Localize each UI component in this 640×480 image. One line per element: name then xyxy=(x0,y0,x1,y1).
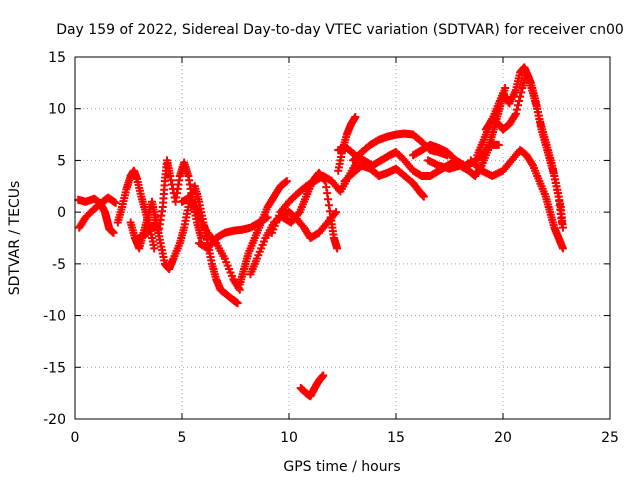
data-point-marker xyxy=(512,105,521,114)
data-point-marker xyxy=(558,244,567,253)
x-tick-label: 25 xyxy=(601,430,619,446)
series-arc-2 xyxy=(75,193,120,232)
data-point-marker xyxy=(319,371,328,380)
series-arc-17 xyxy=(409,140,503,170)
series-arc-6 xyxy=(178,192,244,294)
y-tick-label: -5 xyxy=(52,257,66,273)
data-point-marker xyxy=(333,244,342,253)
data-point-marker xyxy=(282,177,291,186)
series-arc-12 xyxy=(296,371,328,401)
data-point-marker xyxy=(320,175,329,184)
y-tick-label: 0 xyxy=(57,205,66,221)
data-point-marker xyxy=(511,109,520,118)
data-point-marker xyxy=(111,198,120,207)
y-tick-label: -10 xyxy=(43,309,66,325)
y-tick-label: -20 xyxy=(43,412,66,428)
series-arc-1 xyxy=(74,194,118,237)
y-tick-label: 10 xyxy=(48,102,66,118)
axis-ticks: 0 5 10 15 20 25 -20 -15 -10 -5 0 5 10 15 xyxy=(43,50,619,446)
series-arc-10 xyxy=(267,156,362,237)
data-point-marker xyxy=(109,228,118,237)
data-point-marker xyxy=(516,92,525,101)
data-point-marker xyxy=(233,299,242,308)
x-tick-label: 5 xyxy=(178,430,187,446)
y-axis-label: SDTVAR / TECUs xyxy=(7,181,23,296)
series-arc-9 xyxy=(246,208,341,279)
series-arc-8 xyxy=(235,177,291,289)
y-tick-label: 5 xyxy=(57,153,66,169)
data-point-marker xyxy=(494,140,503,149)
data-point-marker xyxy=(513,101,522,110)
data-point-marker xyxy=(351,112,360,121)
data-point-marker xyxy=(419,192,428,201)
series-arc-18 xyxy=(424,84,510,180)
data-points xyxy=(74,63,567,401)
x-tick-label: 10 xyxy=(280,430,298,446)
chart-title: Day 159 of 2022, Sidereal Day-to-day VTE… xyxy=(56,22,624,38)
x-axis-label: GPS time / hours xyxy=(283,459,400,475)
x-tick-label: 15 xyxy=(387,430,405,446)
data-point-marker xyxy=(150,244,159,253)
data-point-marker xyxy=(558,223,567,232)
series-arc-15 xyxy=(340,161,428,201)
y-tick-label: -15 xyxy=(43,360,66,376)
series-arc-11 xyxy=(278,168,342,253)
plot-frame xyxy=(74,56,611,420)
series-arc-21 xyxy=(466,146,567,253)
data-point-marker xyxy=(501,84,510,93)
series-arc-14 xyxy=(334,144,460,180)
data-point-marker xyxy=(515,96,524,105)
series-arc-20 xyxy=(481,68,567,232)
data-point-marker xyxy=(517,88,526,97)
x-tick-label: 0 xyxy=(71,430,80,446)
y-tick-label: 15 xyxy=(48,50,66,66)
x-tick-label: 20 xyxy=(494,430,512,446)
